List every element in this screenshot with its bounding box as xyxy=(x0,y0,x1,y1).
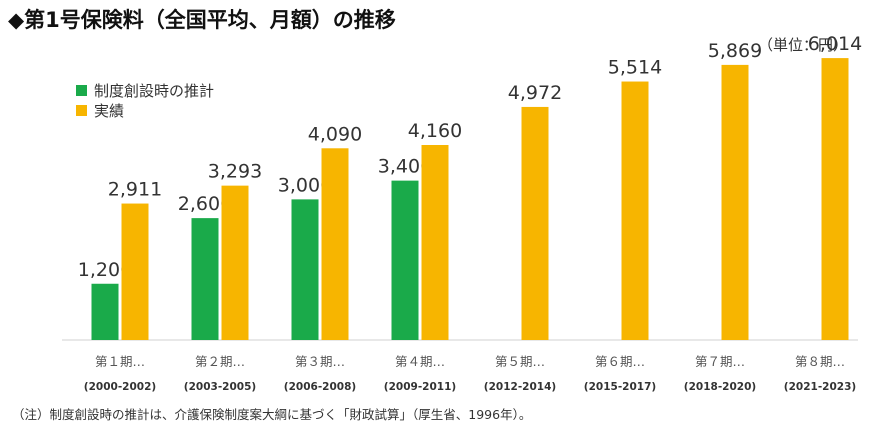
x-period-label-5: (2012-2014) xyxy=(484,381,556,393)
data-label-actual-4: 4,160 xyxy=(408,120,462,142)
data-label-actual-6: 5,514 xyxy=(608,57,662,79)
legend-label-actual: 実績 xyxy=(94,101,125,120)
x-period-label-4: (2009-2011) xyxy=(384,381,456,393)
bar-actual-3 xyxy=(321,148,349,340)
data-label-estimate-4: 3,400 xyxy=(378,156,432,178)
bar-actual-1 xyxy=(121,203,149,340)
data-label-actual-1: 2,911 xyxy=(108,179,162,201)
data-label-estimate-2: 2,600 xyxy=(178,193,232,215)
legend-item-actual: 実績 xyxy=(76,100,214,120)
footnote: （注）制度創設時の推計は、介護保険制度案大綱に基づく「財政試算」（厚生省、199… xyxy=(12,407,532,422)
bar-actual-6 xyxy=(621,81,649,340)
unit-label: （単位：円） xyxy=(757,36,848,54)
bar-actual-5 xyxy=(521,106,549,340)
bar-estimate-1 xyxy=(91,283,119,340)
legend-label-estimate: 制度創設時の推計 xyxy=(94,81,215,100)
legend-swatch-estimate xyxy=(76,84,87,96)
bar-actual-2 xyxy=(221,185,249,340)
x-tick-label-7: 第７期… xyxy=(695,354,745,369)
x-tick-label-6: 第６期… xyxy=(595,354,645,369)
data-label-actual-5: 4,972 xyxy=(508,82,562,104)
legend-item-estimate: 制度創設時の推計 xyxy=(76,80,214,100)
x-tick-label-8: 第８期… xyxy=(795,354,845,369)
x-period-label-6: (2015-2017) xyxy=(584,381,656,393)
x-tick-label-3: 第３期… xyxy=(295,354,345,369)
bar-estimate-3 xyxy=(291,199,319,340)
bar-estimate-4 xyxy=(391,180,419,340)
data-label-actual-7: 5,869 xyxy=(708,40,762,62)
data-label-actual-3: 4,090 xyxy=(308,123,362,145)
bar-actual-4 xyxy=(421,145,449,340)
data-label-actual-2: 3,293 xyxy=(208,161,262,183)
bar-actual-7 xyxy=(721,64,749,340)
bar-actual-8 xyxy=(821,58,849,340)
x-period-label-2: (2003-2005) xyxy=(184,381,256,393)
data-label-estimate-1: 1,200 xyxy=(78,259,132,281)
x-tick-label-5: 第５期… xyxy=(495,354,545,369)
x-period-label-1: (2000-2002) xyxy=(84,381,156,393)
x-tick-label-1: 第１期… xyxy=(95,354,145,369)
data-label-actual-8: 6,014 xyxy=(808,33,862,55)
data-label-estimate-3: 3,000 xyxy=(278,174,332,196)
x-period-label-8: (2021-2023) xyxy=(784,381,856,393)
x-tick-label-2: 第２期… xyxy=(195,354,245,369)
x-period-label-7: (2018-2020) xyxy=(684,381,756,393)
legend: 制度創設時の推計 実績 xyxy=(76,80,214,120)
chart-title: ◆第1号保険料（全国平均、月額）の推移 xyxy=(8,8,396,32)
x-period-label-3: (2006-2008) xyxy=(284,381,356,393)
legend-swatch-actual xyxy=(76,104,87,116)
x-tick-label-4: 第４期… xyxy=(395,354,445,369)
bar-estimate-2 xyxy=(191,218,219,340)
